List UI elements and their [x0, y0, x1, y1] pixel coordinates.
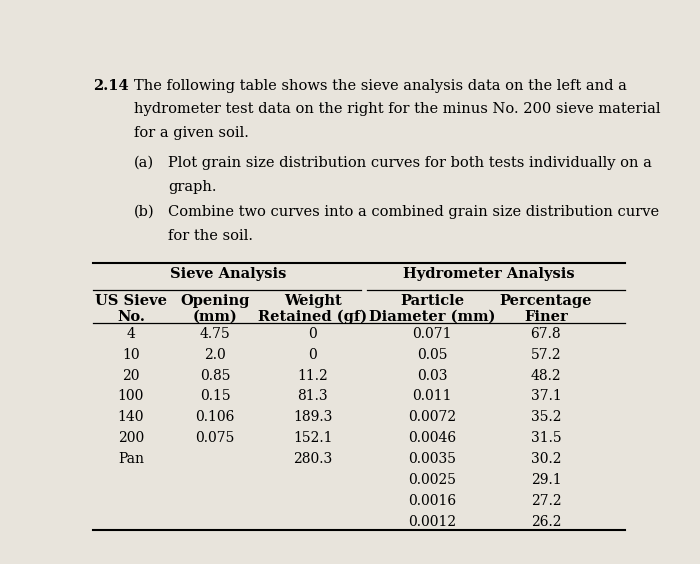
Text: 0.0016: 0.0016: [408, 494, 456, 508]
Text: graph.: graph.: [168, 180, 216, 193]
Text: 29.1: 29.1: [531, 473, 561, 487]
Text: 0.011: 0.011: [412, 390, 452, 403]
Text: hydrometer test data on the right for the minus No. 200 sieve material: hydrometer test data on the right for th…: [134, 103, 660, 116]
Text: Sieve Analysis: Sieve Analysis: [170, 267, 287, 281]
Text: 0.0025: 0.0025: [408, 473, 456, 487]
Text: Pan: Pan: [118, 452, 144, 466]
Text: Plot grain size distribution curves for both tests individually on a: Plot grain size distribution curves for …: [168, 156, 652, 170]
Text: 0: 0: [308, 327, 317, 341]
Text: 4: 4: [127, 327, 135, 341]
Text: 26.2: 26.2: [531, 514, 561, 528]
Text: 0.106: 0.106: [195, 411, 234, 424]
Text: 81.3: 81.3: [298, 390, 328, 403]
Text: 0.075: 0.075: [195, 431, 234, 445]
Text: for a given soil.: for a given soil.: [134, 126, 248, 140]
Text: Weight
Retained (gf): Weight Retained (gf): [258, 293, 368, 324]
Text: 10: 10: [122, 348, 140, 362]
Text: US Sieve
No.: US Sieve No.: [95, 293, 167, 324]
Text: 0.03: 0.03: [416, 369, 447, 382]
Text: 35.2: 35.2: [531, 411, 561, 424]
Text: Particle
Diameter (mm): Particle Diameter (mm): [369, 293, 495, 324]
Text: Hydrometer Analysis: Hydrometer Analysis: [403, 267, 575, 281]
Text: 2.0: 2.0: [204, 348, 226, 362]
Text: 4.75: 4.75: [199, 327, 230, 341]
Text: 280.3: 280.3: [293, 452, 332, 466]
Text: (a): (a): [134, 156, 154, 170]
Text: 31.5: 31.5: [531, 431, 561, 445]
Text: Percentage
Finer: Percentage Finer: [500, 293, 592, 324]
Text: (b): (b): [134, 205, 154, 219]
Text: 0.071: 0.071: [412, 327, 452, 341]
Text: 152.1: 152.1: [293, 431, 332, 445]
Text: 11.2: 11.2: [298, 369, 328, 382]
Text: Combine two curves into a combined grain size distribution curve: Combine two curves into a combined grain…: [168, 205, 659, 219]
Text: 2.14: 2.14: [93, 78, 129, 92]
Text: 48.2: 48.2: [531, 369, 561, 382]
Text: 0: 0: [308, 348, 317, 362]
Text: 20: 20: [122, 369, 140, 382]
Text: 0.0035: 0.0035: [408, 452, 456, 466]
Text: 57.2: 57.2: [531, 348, 561, 362]
Text: 140: 140: [118, 411, 144, 424]
Text: The following table shows the sieve analysis data on the left and a: The following table shows the sieve anal…: [134, 78, 626, 92]
Text: 100: 100: [118, 390, 144, 403]
Text: 0.0046: 0.0046: [408, 431, 456, 445]
Text: 37.1: 37.1: [531, 390, 561, 403]
Text: 67.8: 67.8: [531, 327, 561, 341]
Text: 0.85: 0.85: [199, 369, 230, 382]
Text: 0.05: 0.05: [416, 348, 447, 362]
Text: for the soil.: for the soil.: [168, 229, 253, 243]
Text: 30.2: 30.2: [531, 452, 561, 466]
Text: 200: 200: [118, 431, 144, 445]
Text: 0.0072: 0.0072: [408, 411, 456, 424]
Text: Opening
(mm): Opening (mm): [181, 293, 250, 324]
Text: 0.0012: 0.0012: [408, 514, 456, 528]
Text: 189.3: 189.3: [293, 411, 332, 424]
Text: 0.15: 0.15: [199, 390, 230, 403]
Text: 27.2: 27.2: [531, 494, 561, 508]
